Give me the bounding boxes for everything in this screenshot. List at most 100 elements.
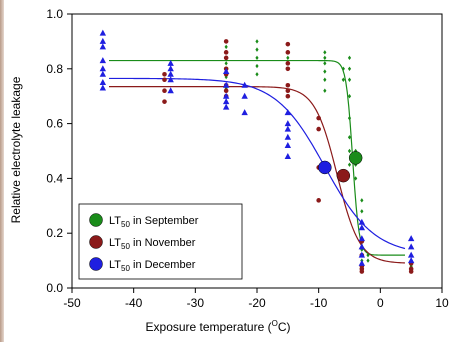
data-point-diamond: [323, 88, 327, 93]
data-point-triangle: [358, 259, 366, 266]
data-point-triangle: [167, 76, 174, 83]
y-axis-ticks: 0.0 0.2 0.4 0.6 0.8 1.0: [46, 7, 72, 295]
legend-marker-november: [89, 235, 103, 249]
data-point-circle: [316, 115, 321, 121]
legend-item-november: LT50 in November: [89, 235, 196, 251]
data-point-diamond: [347, 77, 352, 82]
y-tick-label: 0.0: [46, 281, 63, 295]
x-tick-label: -50: [63, 296, 81, 310]
data-point-triangle: [407, 235, 415, 242]
y-tick-label: 0.4: [46, 171, 63, 185]
data-point-diamond: [360, 209, 364, 214]
lt50-marker: [318, 160, 332, 175]
data-point-triangle: [358, 251, 366, 258]
data-point-diamond: [255, 72, 259, 77]
data-point-triangle: [99, 65, 107, 72]
data-point-triangle: [167, 59, 174, 66]
data-point-diamond: [366, 252, 370, 258]
data-point-diamond: [255, 47, 259, 52]
data-point-diamond: [347, 55, 352, 61]
x-axis-label: Exposure temperature (OC): [146, 319, 291, 334]
data-point-triangle: [407, 251, 415, 258]
data-point-circle: [223, 55, 229, 61]
legend-label-november: LT50 in November: [109, 237, 196, 251]
data-point-circle: [223, 50, 229, 55]
data-point-diamond: [255, 39, 259, 44]
data-point-diamond: [347, 94, 352, 99]
data-point-triangle: [222, 81, 230, 88]
legend-marker-september: [89, 213, 103, 227]
y-tick-label: 0.2: [46, 226, 63, 240]
data-point-diamond: [323, 55, 327, 61]
y-tick-label: 0.6: [46, 117, 63, 131]
data-point-circle: [285, 93, 291, 99]
data-point-diamond: [286, 55, 290, 61]
data-point-diamond: [354, 176, 358, 181]
data-point-circle: [359, 269, 365, 274]
data-point-diamond: [366, 258, 370, 263]
data-point-triangle: [167, 70, 174, 77]
legend-marker-december: [89, 257, 103, 271]
data-point-diamond: [255, 55, 259, 61]
data-point-triangle: [222, 98, 230, 105]
x-tick-label: 0: [377, 296, 384, 310]
data-point-circle: [285, 50, 291, 55]
data-point-triangle: [222, 92, 230, 99]
data-point-triangle: [99, 70, 107, 77]
data-point-circle: [162, 88, 167, 94]
data-point-circle: [316, 198, 321, 203]
data-point-circle: [285, 41, 291, 47]
data-point-circle: [285, 61, 291, 66]
y-tick-label: 1.0: [46, 7, 63, 21]
data-point-triangle: [99, 37, 107, 44]
data-point-circle: [316, 126, 321, 132]
data-point-triangle: [241, 109, 248, 116]
data-point-circle: [285, 88, 291, 94]
x-axis-ticks: -50 -40 -30 -20 -10 0 10: [63, 288, 449, 310]
data-point-diamond: [323, 61, 327, 66]
data-point-triangle: [222, 68, 230, 75]
lt50-marker: [348, 151, 363, 165]
x-tick-label: -10: [310, 296, 328, 310]
data-point-diamond: [323, 77, 327, 82]
y-tick-label: 0.8: [46, 62, 63, 76]
data-point-diamond: [224, 61, 228, 66]
data-point-triangle: [99, 57, 107, 64]
data-point-triangle: [284, 142, 292, 149]
data-point-triangle: [167, 65, 174, 72]
legend-box: [78, 203, 243, 280]
data-point-triangle: [222, 103, 230, 110]
lt50-marker: [336, 168, 351, 183]
data-point-triangle: [99, 79, 107, 85]
data-point-circle: [285, 66, 291, 72]
fit-curve: [109, 77, 406, 250]
x-tick-label: -40: [125, 296, 143, 310]
legend-item-september: LT50 in September: [89, 213, 199, 229]
data-point-diamond: [347, 148, 352, 154]
data-point-triangle: [167, 87, 174, 94]
data-point-diamond: [347, 135, 352, 140]
data-point-circle: [285, 82, 291, 88]
legend: LT50 in September LT50 in November LT50 …: [78, 203, 243, 280]
data-point-circle: [162, 71, 167, 77]
legend-item-december: LT50 in December: [89, 257, 196, 273]
data-point-diamond: [347, 66, 352, 71]
data-point-diamond: [360, 198, 364, 203]
data-point-diamond: [255, 63, 259, 69]
lt50-markers: [318, 151, 363, 183]
data-point-triangle: [99, 43, 107, 50]
data-point-triangle: [241, 92, 248, 99]
data-point-triangle: [284, 120, 292, 127]
data-point-triangle: [407, 257, 415, 264]
data-point-diamond: [323, 50, 327, 55]
data-point-triangle: [284, 152, 292, 159]
y-axis-label: Relative electrolyte leakage: [9, 76, 23, 223]
data-point-triangle: [407, 243, 415, 250]
data-point-diamond: [341, 66, 345, 71]
data-point-circle: [223, 39, 229, 44]
data-point-triangle: [358, 218, 366, 225]
data-point-diamond: [347, 115, 352, 121]
data-point-triangle: [358, 224, 366, 231]
fit-curve: [109, 59, 405, 256]
